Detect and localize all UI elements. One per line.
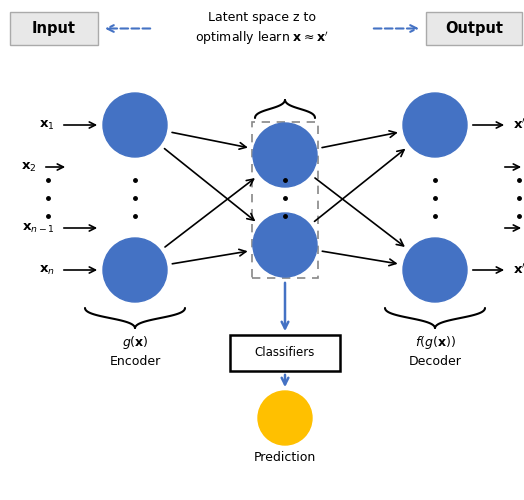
Text: optimally learn $\mathbf{x} \approx \mathbf{x'}$: optimally learn $\mathbf{x} \approx \mat… (195, 29, 329, 47)
Text: $\mathbf{x}_{n-1}$: $\mathbf{x}_{n-1}$ (22, 222, 55, 234)
Circle shape (403, 238, 467, 302)
Text: $g(\mathbf{x})$: $g(\mathbf{x})$ (122, 334, 148, 351)
Text: $f(g(\mathbf{x}))$: $f(g(\mathbf{x}))$ (414, 334, 455, 351)
Text: Decoder: Decoder (409, 355, 462, 368)
Circle shape (258, 391, 312, 445)
Circle shape (253, 213, 317, 277)
Text: $\mathbf{x'}_n$: $\mathbf{x'}_n$ (513, 262, 524, 278)
Text: $\mathbf{x}_2$: $\mathbf{x}_2$ (21, 160, 37, 173)
Text: $\mathbf{x}_1$: $\mathbf{x}_1$ (39, 118, 55, 132)
Text: Prediction: Prediction (254, 451, 316, 464)
Circle shape (103, 93, 167, 157)
Bar (426, 12, 522, 45)
Text: $\mathbf{x}_n$: $\mathbf{x}_n$ (39, 264, 55, 276)
Circle shape (253, 123, 317, 187)
Text: Input: Input (32, 21, 76, 36)
Text: Classifiers: Classifiers (255, 346, 315, 360)
Circle shape (403, 93, 467, 157)
Bar (252, 122, 318, 278)
Text: Output: Output (445, 21, 503, 36)
Circle shape (103, 238, 167, 302)
Text: $\mathbf{x'}_1$: $\mathbf{x'}_1$ (513, 116, 524, 134)
Bar (230, 335, 340, 371)
Text: Latent space z to: Latent space z to (208, 12, 316, 24)
Bar (10, 12, 98, 45)
Text: Encoder: Encoder (110, 355, 161, 368)
